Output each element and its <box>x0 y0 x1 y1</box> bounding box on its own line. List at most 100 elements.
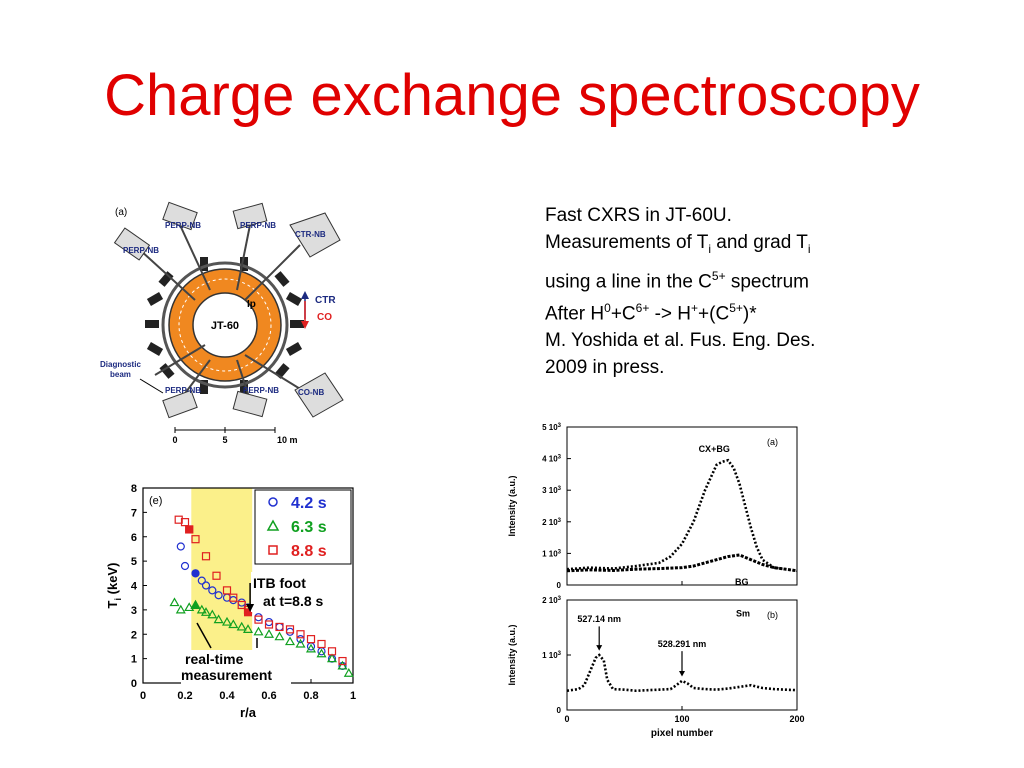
spectrum-a-chart: 0 1 103 2 103 3 103 4 103 5 103 Intensity (a.u… <box>507 423 798 590</box>
x-tick-label: 0.4 <box>219 690 235 702</box>
series-label-sm: Sm <box>736 609 750 619</box>
y-tick-label: 2 <box>131 629 137 641</box>
realtime-point-6-3s <box>190 600 201 609</box>
point-4-2s <box>264 617 274 627</box>
y-tick-label: 1 <box>131 654 137 666</box>
legend-marker-circle <box>268 497 278 507</box>
x-tick-label: 200 <box>789 714 804 724</box>
point-6-3s <box>175 604 186 614</box>
itb-annotation-1: ITB foot <box>253 575 306 591</box>
legend-marker-square <box>268 545 278 555</box>
point-4-2s <box>285 627 295 636</box>
point-8-8s <box>275 622 284 632</box>
x-axis-label: pixel number <box>651 728 713 739</box>
point-6-3s <box>337 660 348 670</box>
y-tick-label: 5 <box>131 556 137 568</box>
point-8-8s <box>212 571 221 580</box>
rt-annotation-bg <box>181 650 291 684</box>
y-tick-label: 5 103 <box>542 423 562 432</box>
jt60-diagram: (a) JT-60 Ip <box>100 201 344 445</box>
y-axis-label: Ti (keV) <box>105 563 123 609</box>
point-6-3s <box>184 602 195 612</box>
point-8-8s <box>317 639 326 649</box>
point-6-3s <box>305 643 317 653</box>
y-axis-label: Intensity (a.u.) <box>507 624 517 685</box>
point-8-8s <box>264 620 274 629</box>
y-tick-label: 0 <box>557 581 562 590</box>
peak-label-1: 527.14 nm <box>577 614 621 624</box>
x-tick-label: 100 <box>674 714 689 724</box>
ti-profile-chart: 0 1 2 3 4 5 6 7 8 0 0.2 0.4 0.6 0.8 1 r/a Ti (keV) (e) 4.2… <box>105 483 356 720</box>
itb-annotation-2: at t=8.8 s <box>263 593 324 609</box>
x-tick-label: 0.6 <box>261 690 276 702</box>
point-8-8s <box>201 552 211 561</box>
diagram-panel-label: (a) <box>115 207 127 218</box>
beam-label-1: PERP-NB <box>165 221 201 230</box>
svg-text:0: 0 <box>172 435 177 445</box>
y-tick-label: 4 <box>131 581 138 593</box>
point-8-8s <box>237 600 246 610</box>
beam-label-6: PERP-NB <box>243 386 279 395</box>
y-tick-label: 8 <box>131 483 137 495</box>
point-8-8s <box>254 615 263 624</box>
y-axis-label: Intensity (a.u.) <box>507 475 517 536</box>
point-8-8s <box>180 518 190 527</box>
point-6-3s <box>274 631 285 641</box>
rt-annotation-1: real-time <box>185 651 244 667</box>
desc-line-2: Measurements of Ti and grad Ti <box>545 232 811 256</box>
point-8-8s <box>285 625 295 634</box>
point-8-8s <box>306 635 316 644</box>
panel-label: (b) <box>767 610 778 620</box>
plot-frame <box>566 426 798 586</box>
desc-line-6: 2009 in press. <box>545 357 665 379</box>
diagnostic-label-2: beam <box>110 370 131 379</box>
point-4-2s <box>214 591 223 600</box>
point-6-3s <box>207 609 218 619</box>
beam-label-2: PERP-NB <box>240 221 276 230</box>
point-4-2s <box>296 635 305 644</box>
desc-line-1: Fast CXRS in JT-60U. <box>545 205 732 226</box>
outer-vessel <box>161 261 289 389</box>
desc-line-4: After H0+C6+ -> H++(C5+)* <box>545 301 757 325</box>
diagnostic-label-1: Diagnostic <box>100 360 141 369</box>
co-label: CO <box>317 312 332 323</box>
series-line <box>566 653 798 693</box>
point-4-2s <box>254 613 263 622</box>
peak-label-2: 528.291 nm <box>658 639 707 649</box>
point-8-8s <box>191 535 200 544</box>
series-label-bg: BG <box>735 577 749 587</box>
center-hole <box>192 292 258 358</box>
x-tick-label: 0.2 <box>177 690 192 702</box>
point-6-3s <box>284 636 296 646</box>
rt-arrow-icon <box>196 622 212 649</box>
point-6-3s <box>316 648 327 658</box>
itb-arrowhead-icon <box>246 604 255 612</box>
svg-text:5: 5 <box>222 435 227 445</box>
point-8-8s <box>296 630 305 639</box>
beam-label-7: CO-NB <box>298 388 324 397</box>
x-tick-label: 0 <box>564 714 569 724</box>
y-tick-label: 1 103 <box>542 651 562 660</box>
realtime-point-4-2s <box>191 569 200 578</box>
series-label-cxbg: CX+BG <box>699 444 730 454</box>
point-8-8s <box>174 515 183 524</box>
x-axis-label: r/a <box>240 705 257 720</box>
point-6-3s <box>221 616 233 626</box>
realtime-point-8-8s <box>185 525 194 534</box>
x-tick-label: 0 <box>140 690 146 702</box>
point-4-2s <box>180 561 190 571</box>
y-tick-label: 0 <box>131 678 137 690</box>
y-tick-label: 3 103 <box>542 486 562 495</box>
point-8-8s <box>222 586 232 595</box>
description-text: Fast CXRS in JT-60U. Measurements of Ti … <box>545 202 945 381</box>
slide-title: Charge exchange spectroscopy <box>104 63 920 128</box>
point-4-2s <box>208 586 217 595</box>
y-tick-label: 2 103 <box>542 596 562 605</box>
peak-arrowhead-icon <box>596 645 603 651</box>
y-tick-label: 7 <box>131 507 137 519</box>
center-label: JT-60 <box>211 320 239 332</box>
point-6-3s <box>213 614 224 624</box>
point-6-3s <box>196 604 207 614</box>
y-tick-label: 4 103 <box>542 455 562 464</box>
panel-label: (a) <box>767 437 778 447</box>
